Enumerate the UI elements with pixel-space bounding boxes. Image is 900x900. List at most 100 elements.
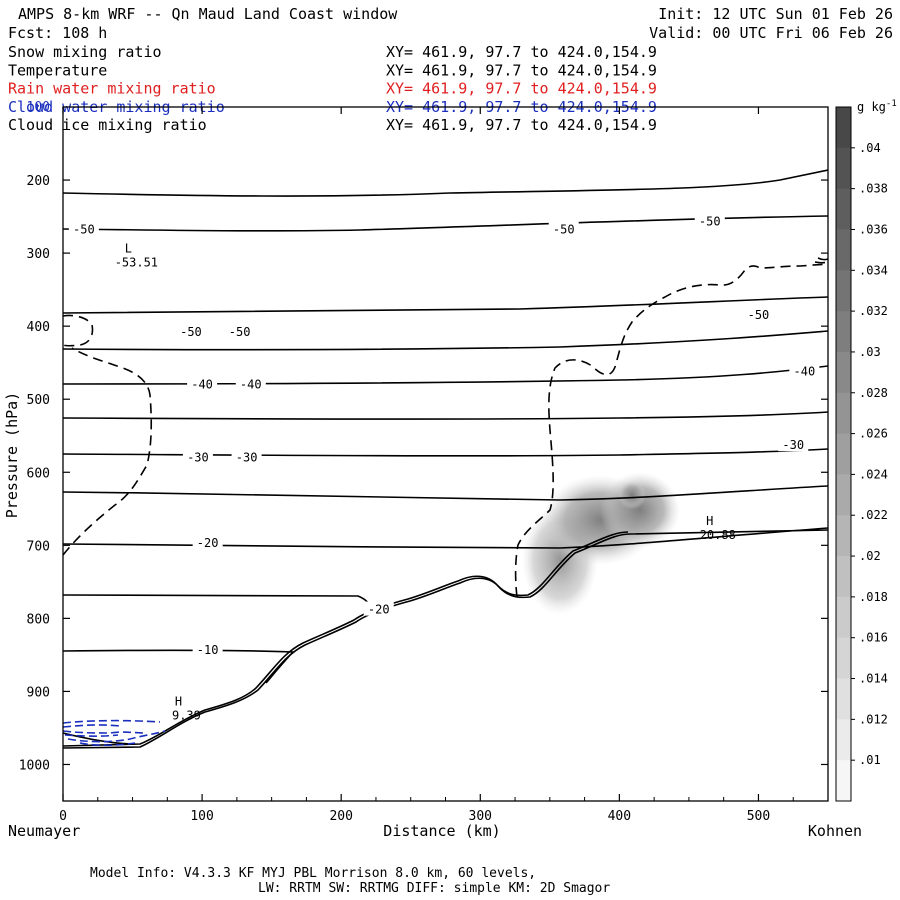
contour-label: -10 xyxy=(197,643,219,657)
field-name: Rain water mixing ratio xyxy=(8,80,216,98)
right-endpoint-label: Kohnen xyxy=(808,822,862,840)
isotherm xyxy=(63,215,828,232)
terrain xyxy=(63,529,828,749)
field-xy: XY= 461.9, 97.7 to 424.0,154.9 xyxy=(386,43,657,61)
colorbar-tick-label: .022 xyxy=(859,508,888,522)
colorbar-tick-label: .014 xyxy=(859,672,888,686)
snow-shading-blob xyxy=(600,472,680,548)
model-info: Model Info: V4.3.3 KF MYJ PBL Morrison 8… xyxy=(90,866,536,881)
contour-label: -30 xyxy=(187,451,209,465)
x-tick-label: 500 xyxy=(747,809,770,824)
cloud-water-contours xyxy=(63,719,166,747)
valid-time: Valid: 00 UTC Fri 06 Feb 26 xyxy=(649,24,893,42)
contour-label-bg xyxy=(175,324,206,339)
snow-shading-blob xyxy=(618,481,646,509)
colorbar-segment xyxy=(836,147,851,190)
field-name: Snow mixing ratio xyxy=(8,43,162,61)
y-axis-label: Pressure (hPa) xyxy=(3,392,21,518)
colorbar: .04 .038 .036 .034 .032 .03 .028 .026 .024 .022 .0… xyxy=(835,106,888,802)
colorbar-segment xyxy=(836,596,851,639)
y-tick-label: 300 xyxy=(27,247,50,262)
colorbar-segment xyxy=(836,392,851,435)
cloud-contours xyxy=(63,257,828,598)
field-xy: XY= 461.9, 97.7 to 424.0,154.9 xyxy=(386,61,657,79)
isotherm xyxy=(63,411,828,420)
colorbar-segment xyxy=(836,351,851,394)
isotherm xyxy=(63,365,828,385)
field-name: Cloud ice mixing ratio xyxy=(8,116,207,134)
snow-shading xyxy=(522,472,680,615)
cloud-water-contour xyxy=(63,730,146,734)
colorbar-tick-label: .036 xyxy=(859,222,888,236)
colorbar-tick-label: .02 xyxy=(859,549,881,563)
colorbar-tick-label: .034 xyxy=(859,263,888,277)
x-tick-label: 0 xyxy=(59,809,67,824)
contour-label: -50 xyxy=(699,215,721,229)
y-tick-label: 1000 xyxy=(19,758,50,773)
colorbar-tick-label: .016 xyxy=(859,631,888,645)
contour-label-bg xyxy=(694,213,725,228)
colorbar-tick-label: .012 xyxy=(859,712,888,726)
contour-label: -30 xyxy=(236,451,258,465)
colorbar-tick-label: .024 xyxy=(859,467,888,481)
x-tick-label: 300 xyxy=(469,809,492,824)
colorbar-frame xyxy=(835,106,852,802)
temperature-contours xyxy=(63,169,828,745)
contour-label: -20 xyxy=(197,536,219,550)
extremum-value: 20.88 xyxy=(700,528,736,542)
colorbar-segment xyxy=(836,229,851,271)
cloud-contour xyxy=(63,314,94,347)
colorbar-tick-label: .01 xyxy=(859,753,881,767)
y-tick-label: 200 xyxy=(27,174,50,189)
cloud-water-contour xyxy=(63,724,121,728)
forecast-hour: Fcst: 108 h xyxy=(8,24,107,42)
colorbar-segment xyxy=(836,515,851,557)
colorbar-tick-label: .018 xyxy=(859,590,888,604)
y-tick-label: 900 xyxy=(27,685,50,700)
cloud-contour xyxy=(817,257,828,261)
contour-label-bg xyxy=(68,221,99,236)
isotherm xyxy=(63,594,373,612)
isotherm xyxy=(63,485,828,501)
colorbar-segment xyxy=(836,637,851,680)
colorbar-tick-label: .028 xyxy=(859,386,888,400)
contour-label: -40 xyxy=(240,378,262,392)
cloud-contour xyxy=(514,263,828,598)
isotherm xyxy=(63,296,828,314)
contour-label-bg xyxy=(548,221,579,236)
colorbar-segment xyxy=(836,556,851,598)
colorbar-segment xyxy=(836,678,851,720)
cloud-contour xyxy=(63,347,153,556)
extremum-value: -53.51 xyxy=(115,255,158,269)
y-tick-label: 400 xyxy=(27,320,50,335)
init-time: Init: 12 UTC Sun 01 Feb 26 xyxy=(658,5,893,23)
cloud-water-contour xyxy=(63,719,161,724)
colorbar-tick-label: .038 xyxy=(859,182,888,196)
model-physics: LW: RRTM SW: RRTMG DIFF: simple KM: 2D S… xyxy=(258,881,610,896)
contour-label-bg xyxy=(187,376,218,391)
contour-label-bg xyxy=(789,363,820,378)
colorbar-segment xyxy=(836,107,851,149)
contour-label-bg xyxy=(231,449,262,464)
colorbar-unit: g kg-1 xyxy=(857,99,897,114)
contour-label-bg xyxy=(192,641,223,656)
extremum-kind: L xyxy=(125,241,132,255)
left-endpoint-label: Neumayer xyxy=(8,822,80,840)
cloud-water-contour xyxy=(79,742,136,747)
colorbar-tick-label: .026 xyxy=(859,427,888,441)
contour-label-bg xyxy=(778,437,809,452)
contour-label-bg xyxy=(743,307,774,322)
colorbar-segment xyxy=(836,188,851,230)
colorbar-segment xyxy=(836,311,851,353)
x-tick-label: 100 xyxy=(190,809,213,824)
contour-label-bg xyxy=(192,535,223,550)
isotherm xyxy=(63,448,828,457)
contour-label-bg xyxy=(363,601,394,616)
colorbar-segment xyxy=(836,270,851,312)
y-tick-label-top: 100 xyxy=(27,100,50,115)
cloud-contour xyxy=(814,261,828,264)
contour-label: -50 xyxy=(229,325,251,339)
colorbar-segment xyxy=(836,719,851,761)
isotherm xyxy=(63,169,828,197)
